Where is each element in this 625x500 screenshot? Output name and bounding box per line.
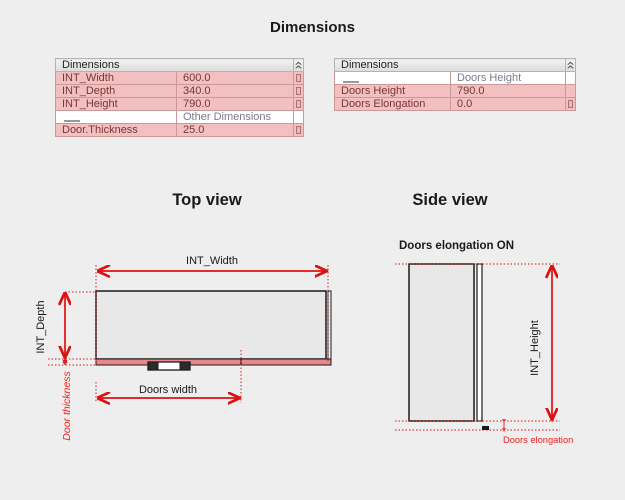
svg-text:Doors width: Doors width [139,384,197,396]
svg-text:Door thickness: Door thickness [61,371,73,441]
svg-text:Doors elongation ON: Doors elongation ON [399,240,514,252]
svg-text:INT_Width: INT_Width [186,255,238,267]
svg-text:INT_Depth: INT_Depth [35,300,47,353]
svg-text:Doors elongation: Doors elongation [503,435,573,445]
svg-text:INT_Height: INT_Height [529,320,541,376]
